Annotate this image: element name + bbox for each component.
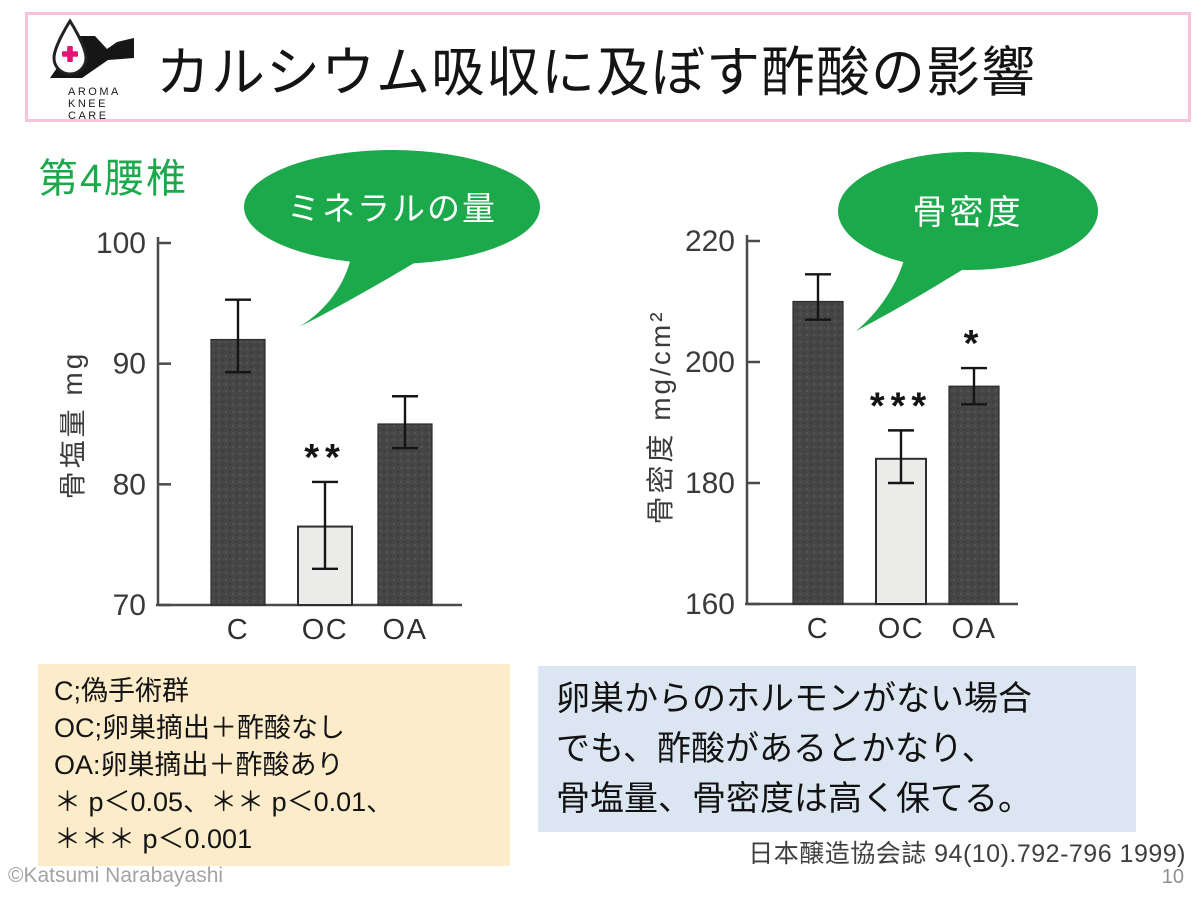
svg-text:KNEE: KNEE (68, 98, 108, 110)
header-banner: AROMA KNEE CARE カルシウム吸収に及ぼす酢酸の影響 (25, 12, 1191, 122)
bar-OA (948, 385, 1000, 605)
legend-line: ＊＊＊ p＜0.001 (54, 824, 253, 854)
bar-C (792, 300, 844, 605)
bar-OA (377, 423, 433, 606)
y-tick-label: 90 (113, 348, 146, 381)
y-tick-label: 160 (685, 588, 735, 621)
legend-line: ＊ p＜0.05、＊＊ p＜0.01、 (54, 787, 394, 817)
category-label: OA (383, 614, 428, 646)
y-axis-title: 骨密度 mg/cm² (645, 309, 676, 524)
bubble-body (244, 150, 540, 264)
legend-line: OA:卵巣摘出＋酢酸あり (54, 750, 344, 780)
category-label: C (227, 614, 249, 646)
y-tick-label: 220 (685, 225, 735, 258)
slide-title: カルシウム吸収に及ぼす酢酸の影響 (156, 42, 1036, 103)
legend-line: OC;卵巣摘出＋酢酸なし (54, 713, 346, 743)
y-tick-label: 70 (113, 589, 146, 622)
bubble-label: ミネラルの量 (287, 190, 497, 227)
y-tick-label: 100 (96, 227, 146, 260)
significance-label: *** (870, 385, 932, 427)
significance-label: * (964, 323, 985, 365)
y-tick-label: 200 (685, 346, 735, 379)
conclusion-box: 卵巣からのホルモンがない場合 でも、酢酸があるとかなり、 骨塩量、骨密度は高く保… (538, 666, 1136, 832)
logo-brand-text: AROMA KNEE CARE (68, 86, 121, 120)
annotation-bubble-mineral: ミネラルの量 (244, 150, 540, 327)
y-tick-label: 80 (113, 468, 146, 501)
logo-cross-icon (62, 46, 78, 62)
conclusion-line: 卵巣からのホルモンがない場合 (556, 680, 1032, 718)
bar-chart-bone-density: 160 180 200 220 C *** OC * OA 骨密度 mg/cm² (645, 225, 1018, 645)
bar-C (210, 338, 266, 606)
y-tick-label: 180 (685, 467, 735, 500)
bubble-label: 骨密度 (913, 194, 1024, 232)
svg-text:CARE: CARE (68, 110, 109, 120)
svg-text:AROMA: AROMA (68, 86, 121, 98)
bar-chart-bone-mineral: 70 80 90 100 C ** OC OA 骨塩量 mg (60, 227, 462, 646)
citation-text: 日本醸造協会誌 94(10).792-796 1999) (748, 840, 1186, 868)
category-label: OC (302, 614, 349, 646)
section-label: 第4腰椎 (38, 157, 189, 201)
bubble-body (838, 152, 1098, 270)
conclusion-line: でも、酢酸があるとかなり、 (556, 730, 996, 768)
legend-box: C;偽手術群 OC;卵巣摘出＋酢酸なし OA:卵巣摘出＋酢酸あり ＊ p＜0.0… (38, 664, 510, 866)
category-label: OC (878, 613, 925, 645)
page-number: 10 (1161, 866, 1184, 888)
bubble-tail (299, 249, 431, 327)
annotation-bubble-density: 骨密度 (838, 152, 1098, 331)
bubble-tail (856, 253, 980, 331)
category-label: OA (952, 613, 997, 645)
copyright-text: ©Katsumi Narabayashi (8, 864, 224, 887)
conclusion-line: 骨塩量、骨密度は高く保てる。 (556, 780, 1032, 818)
significance-label: ** (304, 437, 346, 479)
aroma-knee-care-logo: AROMA KNEE CARE (50, 18, 134, 120)
y-axis-title: 骨塩量 mg (60, 351, 88, 500)
legend-line: C;偽手術群 (54, 676, 189, 706)
category-label: C (807, 613, 829, 645)
